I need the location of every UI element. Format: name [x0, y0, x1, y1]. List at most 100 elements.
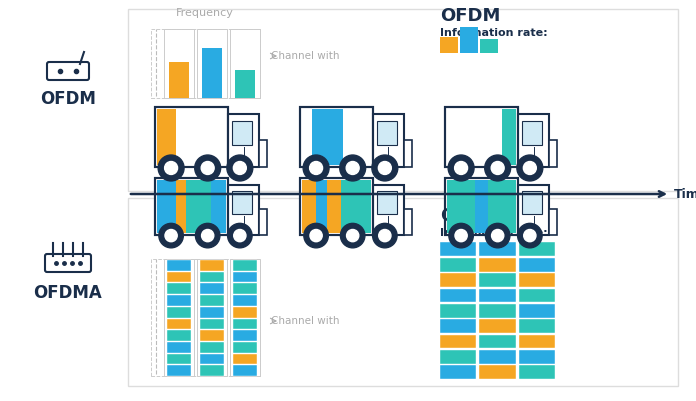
Bar: [313, 109, 344, 165]
FancyBboxPatch shape: [404, 209, 412, 235]
Text: OFDM: OFDM: [440, 7, 500, 25]
Bar: [480, 319, 516, 333]
Circle shape: [372, 155, 398, 181]
Circle shape: [202, 229, 214, 242]
Bar: [440, 334, 476, 348]
Bar: [519, 258, 555, 271]
FancyBboxPatch shape: [522, 121, 541, 145]
Bar: [200, 342, 224, 352]
Bar: [519, 365, 555, 379]
Circle shape: [227, 155, 253, 181]
FancyBboxPatch shape: [128, 9, 678, 191]
Circle shape: [523, 162, 537, 174]
Bar: [211, 180, 226, 233]
Bar: [341, 180, 371, 233]
Circle shape: [340, 155, 365, 181]
Circle shape: [491, 229, 504, 242]
Bar: [480, 39, 498, 53]
FancyBboxPatch shape: [164, 29, 194, 98]
Circle shape: [491, 162, 504, 174]
Circle shape: [379, 229, 391, 242]
Bar: [167, 354, 191, 364]
Bar: [200, 260, 224, 271]
FancyBboxPatch shape: [518, 185, 549, 235]
Bar: [203, 48, 222, 98]
Bar: [440, 273, 476, 287]
FancyBboxPatch shape: [445, 178, 518, 235]
FancyBboxPatch shape: [259, 209, 267, 235]
FancyBboxPatch shape: [377, 191, 397, 214]
Bar: [519, 319, 555, 333]
Bar: [167, 365, 191, 376]
Bar: [167, 342, 191, 352]
Circle shape: [234, 229, 246, 242]
Bar: [440, 365, 476, 379]
FancyBboxPatch shape: [445, 107, 518, 167]
Bar: [475, 180, 489, 233]
Bar: [302, 109, 313, 165]
Bar: [519, 273, 555, 287]
Bar: [200, 307, 224, 318]
Bar: [440, 288, 476, 302]
Circle shape: [201, 162, 214, 174]
Bar: [519, 350, 555, 364]
Bar: [502, 109, 516, 165]
FancyBboxPatch shape: [373, 114, 404, 167]
Bar: [167, 318, 191, 329]
Bar: [233, 342, 257, 352]
FancyBboxPatch shape: [164, 259, 194, 376]
FancyBboxPatch shape: [232, 121, 252, 145]
Bar: [157, 180, 176, 233]
Text: Information rate:: Information rate:: [440, 28, 548, 38]
FancyBboxPatch shape: [377, 121, 397, 145]
Bar: [302, 180, 316, 233]
Bar: [157, 109, 176, 165]
Bar: [200, 318, 224, 329]
Bar: [200, 354, 224, 364]
Bar: [440, 258, 476, 271]
Bar: [447, 109, 502, 165]
Circle shape: [196, 223, 220, 248]
Bar: [519, 304, 555, 318]
Circle shape: [233, 162, 246, 174]
Bar: [440, 350, 476, 364]
FancyBboxPatch shape: [549, 140, 557, 167]
Bar: [233, 307, 257, 318]
Circle shape: [484, 155, 511, 181]
FancyBboxPatch shape: [230, 259, 260, 376]
Circle shape: [523, 229, 536, 242]
FancyBboxPatch shape: [230, 29, 260, 98]
Text: Frequency: Frequency: [176, 8, 234, 18]
Text: OFDMA: OFDMA: [440, 207, 514, 225]
FancyBboxPatch shape: [404, 140, 412, 167]
Bar: [167, 284, 191, 294]
Bar: [480, 288, 516, 302]
Bar: [480, 334, 516, 348]
Bar: [233, 272, 257, 282]
Circle shape: [195, 155, 221, 181]
Bar: [200, 272, 224, 282]
FancyBboxPatch shape: [155, 107, 228, 167]
FancyBboxPatch shape: [128, 198, 678, 386]
Circle shape: [346, 162, 359, 174]
Circle shape: [310, 162, 322, 174]
Circle shape: [158, 155, 184, 181]
Bar: [233, 284, 257, 294]
FancyBboxPatch shape: [197, 259, 227, 376]
Circle shape: [159, 223, 183, 248]
Text: Channel with: Channel with: [271, 316, 339, 326]
Circle shape: [165, 229, 177, 242]
Text: Time: Time: [674, 188, 696, 200]
Bar: [440, 37, 458, 53]
Bar: [233, 295, 257, 306]
Circle shape: [310, 229, 322, 242]
FancyBboxPatch shape: [197, 29, 227, 98]
Bar: [200, 365, 224, 376]
Bar: [519, 243, 555, 256]
Circle shape: [165, 162, 177, 174]
FancyBboxPatch shape: [300, 107, 373, 167]
Circle shape: [347, 229, 359, 242]
Text: Channel with: Channel with: [271, 51, 339, 61]
Bar: [200, 295, 224, 306]
FancyBboxPatch shape: [155, 178, 228, 235]
